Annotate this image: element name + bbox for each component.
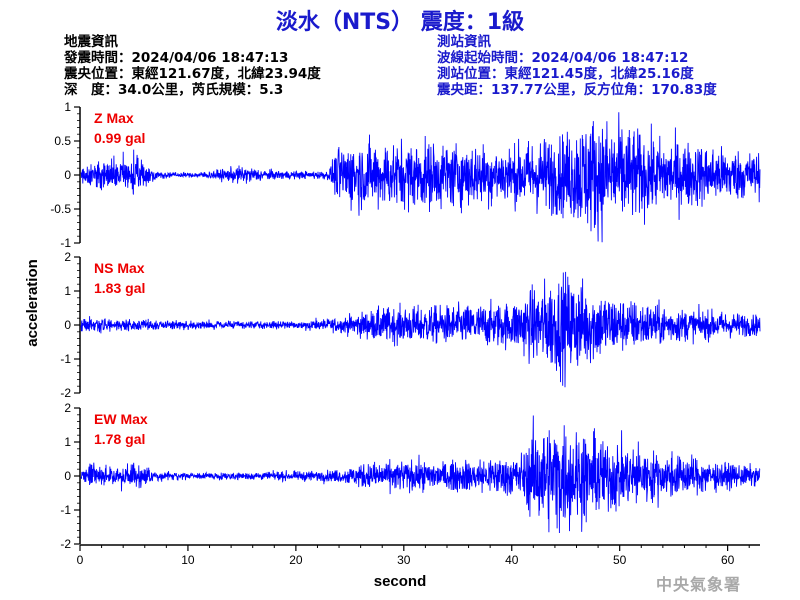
x-tick-label: 20 bbox=[289, 553, 303, 567]
y-tick-label: -1 bbox=[60, 236, 71, 250]
y-tick-label: -2 bbox=[60, 386, 71, 400]
max-value: 1.78 gal bbox=[94, 431, 145, 447]
panel-ew: 2 1 0 -1 -2 EW Max 1.78 gal bbox=[60, 401, 761, 551]
y-tick-label: 1 bbox=[64, 284, 71, 298]
depth-magnitude: 深 度：34.0公里，芮氏規模：5.3 bbox=[64, 82, 284, 98]
y-tick-label: 0 bbox=[64, 469, 71, 483]
y-tick-label: 0.5 bbox=[54, 134, 71, 148]
epicentral-distance: 震央距：137.77公里，反方位角：170.83度 bbox=[437, 82, 717, 98]
panel-z: 1 0.5 0 -0.5 -1 Z Max 0.99 gal bbox=[50, 100, 761, 250]
y-tick-label: -0.5 bbox=[50, 202, 71, 216]
y-tick-label: 0 bbox=[64, 168, 71, 182]
y-tick-label: 1 bbox=[64, 435, 71, 449]
station-info-heading: 測站資訊 bbox=[437, 34, 491, 50]
station-info: 測站資訊 波線起始時間：2024/04/06 18:47:12 測站位置：東經1… bbox=[437, 34, 717, 98]
x-tick-label: 60 bbox=[721, 553, 735, 567]
max-label: Z Max bbox=[94, 110, 134, 126]
component-panels: 1 0.5 0 -0.5 -1 Z Max 0.99 gal 2 1 0 -1 -2 NS Max 1.8… bbox=[50, 100, 761, 551]
y-tick-label: 0 bbox=[64, 318, 71, 332]
y-tick-label: 2 bbox=[64, 250, 71, 264]
x-tick-label: 10 bbox=[181, 553, 195, 567]
watermark: 中央氣象署 bbox=[656, 575, 742, 594]
y-tick-label: -1 bbox=[60, 503, 71, 517]
max-value: 1.83 gal bbox=[94, 280, 145, 296]
max-label: NS Max bbox=[94, 260, 145, 276]
epicenter-location: 震央位置：東經121.67度，北緯23.94度 bbox=[64, 66, 321, 82]
chart-title: 淡水（NTS） 震度：1級 bbox=[275, 10, 525, 35]
x-tick-label: 30 bbox=[397, 553, 411, 567]
origin-time: 發震時間：2024/04/06 18:47:13 bbox=[64, 50, 289, 66]
station-location: 測站位置：東經121.45度，北緯25.16度 bbox=[437, 66, 694, 82]
earthquake-info: 地震資訊 發震時間：2024/04/06 18:47:13 震央位置：東經121… bbox=[64, 34, 321, 98]
waveform-trace-z bbox=[80, 112, 761, 243]
x-tick-label: 40 bbox=[505, 553, 519, 567]
y-tick-label: -1 bbox=[60, 352, 71, 366]
y-tick-label: -2 bbox=[60, 537, 71, 551]
waveform-trace-ns bbox=[80, 271, 761, 388]
y-tick-label: 2 bbox=[64, 401, 71, 415]
max-value: 0.99 gal bbox=[94, 130, 145, 146]
x-axis-label: second bbox=[374, 573, 427, 590]
panel-ns: 2 1 0 -1 -2 NS Max 1.83 gal bbox=[60, 250, 761, 400]
x-axis-ticks: 0 10 20 30 40 50 60 bbox=[77, 545, 750, 567]
wave-start-time: 波線起始時間：2024/04/06 18:47:12 bbox=[437, 50, 689, 66]
y-tick-label: 1 bbox=[64, 100, 71, 114]
max-label: EW Max bbox=[94, 411, 148, 427]
x-tick-label: 0 bbox=[77, 553, 84, 567]
x-tick-label: 50 bbox=[613, 553, 627, 567]
eq-info-heading: 地震資訊 bbox=[64, 34, 118, 50]
waveform-trace-ew bbox=[80, 415, 761, 534]
y-axis-label: acceleration bbox=[24, 259, 41, 347]
